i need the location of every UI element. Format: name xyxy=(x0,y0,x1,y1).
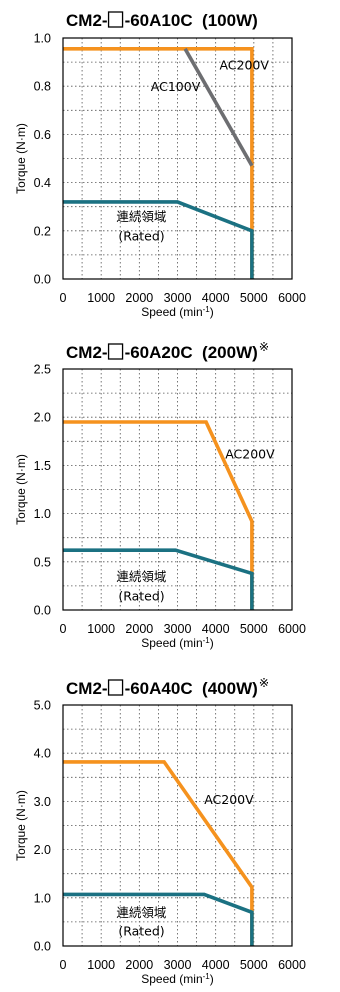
x-tick-label: 5000 xyxy=(240,622,268,636)
y-axis-label: Torque (N·m) xyxy=(14,123,28,194)
title-placeholder-box xyxy=(107,679,124,696)
title-placeholder-box xyxy=(107,11,124,28)
x-tick-label: 5000 xyxy=(240,958,268,972)
plot-frame xyxy=(62,368,293,611)
chart-title-prefix: CM2- xyxy=(66,11,108,30)
series-line-rated xyxy=(63,892,254,946)
x-axis-label: Speed (min-1) xyxy=(141,636,214,650)
x-tick-label: 1000 xyxy=(87,622,115,636)
series-annotation: AC200V xyxy=(219,57,269,72)
x-tick-label: 0 xyxy=(60,958,67,972)
y-tick-label: 0.6 xyxy=(34,128,51,142)
series-annotation: 連続領域 xyxy=(116,905,166,920)
x-tick-label: 4000 xyxy=(202,958,230,972)
x-tick-label: 2000 xyxy=(125,958,153,972)
y-tick-label: 0.4 xyxy=(34,176,51,190)
gridlines xyxy=(63,705,292,946)
x-tick-label: 5000 xyxy=(240,291,268,305)
y-tick-label: 5.0 xyxy=(34,699,51,713)
y-tick-label: 2.0 xyxy=(34,411,51,425)
y-tick-label: 3.0 xyxy=(34,795,51,809)
x-tick-label: 2000 xyxy=(125,291,153,305)
x-tick-label: 3000 xyxy=(164,622,192,636)
y-tick-label: 0.5 xyxy=(34,555,51,569)
series-annotation: AC200V xyxy=(225,447,275,462)
plot-frame xyxy=(62,704,293,947)
x-axis-label: Speed (min-1) xyxy=(141,972,214,986)
chart-title: CM2- -60A10C (100W) xyxy=(66,11,258,30)
gridlines xyxy=(63,38,292,279)
series-annotation: AC100V xyxy=(151,79,201,94)
y-tick-label: 0.0 xyxy=(34,940,51,954)
chart-3: CM2- -60A40C (400W) ※ 0.0 1.0 2.0 3.0 4.0 5.0 0 10… xyxy=(14,676,306,986)
chart-title-suffix: -60A10C (100W) xyxy=(125,11,258,30)
y-tick-label: 2.0 xyxy=(34,843,51,857)
series-annotation: AC200V xyxy=(204,792,254,807)
series-line-ac200v xyxy=(63,420,254,610)
gridlines xyxy=(63,369,292,610)
series-annotation: 連続領域 xyxy=(116,569,166,584)
series-annotation: (Rated) xyxy=(118,228,164,243)
series-annotation: 連続領域 xyxy=(116,209,166,224)
y-tick-label: 1.0 xyxy=(34,891,51,905)
y-tick-label: 0.0 xyxy=(34,273,51,287)
x-tick-label: 3000 xyxy=(164,291,192,305)
chart-title-note-mark: ※ xyxy=(259,340,269,354)
chart-title-suffix: -60A20C (200W) xyxy=(125,343,258,362)
series-line-ac100v xyxy=(183,47,254,167)
series-line-rated xyxy=(63,548,254,610)
y-tick-label: 0.0 xyxy=(34,604,51,618)
x-tick-label: 6000 xyxy=(278,291,306,305)
y-tick-label: 1.0 xyxy=(34,32,51,46)
x-tick-label: 4000 xyxy=(202,622,230,636)
chart-title-note-mark: ※ xyxy=(259,676,269,690)
x-tick-label: 0 xyxy=(60,622,67,636)
y-tick-label: 2.5 xyxy=(34,363,51,377)
chart-title: CM2- -60A20C (200W) ※ xyxy=(66,340,269,362)
y-tick-label: 1.5 xyxy=(34,459,51,473)
chart-2: CM2- -60A20C (200W) ※ 0.0 0.5 1.0 1.5 2.0 2.5 0 10… xyxy=(14,340,306,650)
chart-title-suffix: -60A40C (400W) xyxy=(125,679,258,698)
y-tick-label: 0.8 xyxy=(34,80,51,94)
y-tick-label: 1.0 xyxy=(34,507,51,521)
x-tick-label: 1000 xyxy=(87,291,115,305)
series-annotation: (Rated) xyxy=(118,588,164,603)
x-tick-label: 4000 xyxy=(202,291,230,305)
y-tick-label: 4.0 xyxy=(34,747,51,761)
title-placeholder-box xyxy=(107,343,124,360)
chart-title: CM2- -60A40C (400W) ※ xyxy=(66,676,269,698)
x-tick-label: 1000 xyxy=(87,958,115,972)
series-line-ac200v xyxy=(63,46,254,279)
y-tick-label: 0.2 xyxy=(34,224,51,238)
x-axis-label: Speed (min-1) xyxy=(141,305,214,319)
x-tick-label: 6000 xyxy=(278,958,306,972)
series-line-rated xyxy=(63,200,254,279)
plot-frame xyxy=(62,37,293,280)
x-tick-label: 2000 xyxy=(125,622,153,636)
chart-title-prefix: CM2- xyxy=(66,343,108,362)
chart-1: CM2- -60A10C (100W) 0.0 0.2 0.4 0.6 0.8 1.0 0 100… xyxy=(14,11,306,319)
y-axis-label: Torque (N·m) xyxy=(14,454,28,525)
x-tick-label: 3000 xyxy=(164,958,192,972)
chart-title-prefix: CM2- xyxy=(66,679,108,698)
y-axis-label: Torque (N·m) xyxy=(14,790,28,861)
x-tick-label: 0 xyxy=(60,291,67,305)
x-tick-label: 6000 xyxy=(278,622,306,636)
series-annotation: (Rated) xyxy=(118,923,164,938)
